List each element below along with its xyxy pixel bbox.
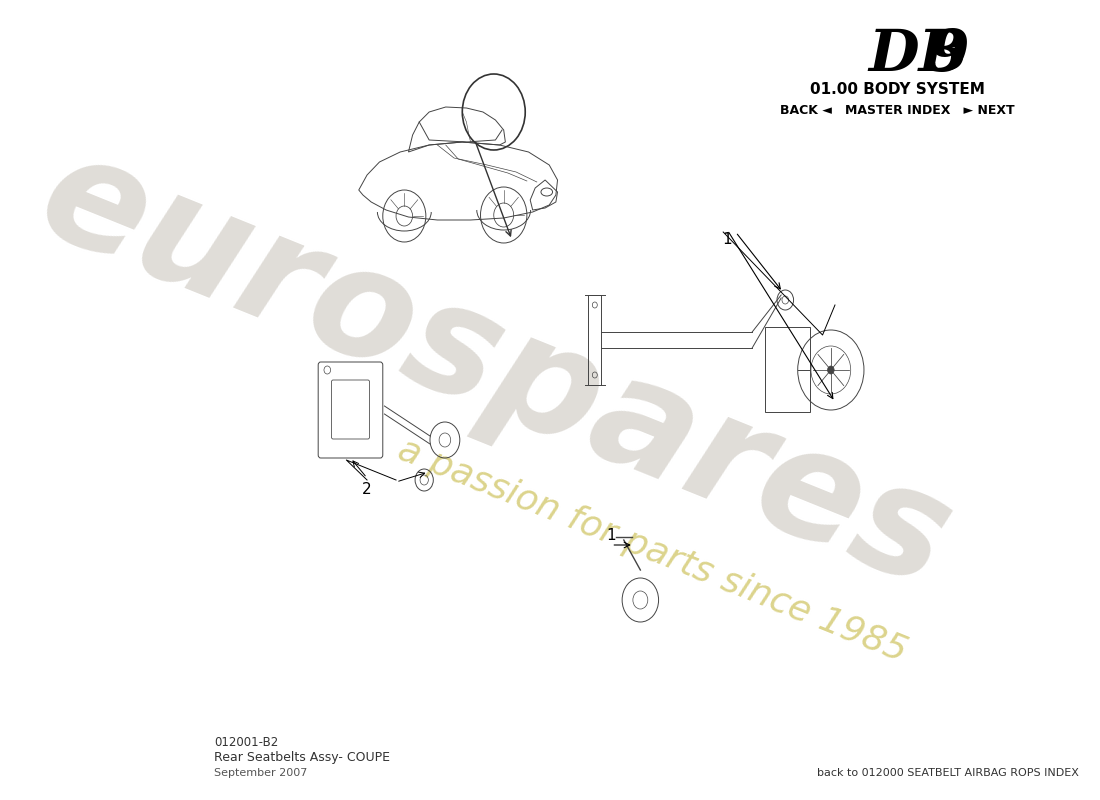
Text: 2: 2 xyxy=(362,482,372,498)
Text: 012001-B2: 012001-B2 xyxy=(213,735,278,749)
Text: BACK ◄   MASTER INDEX   ► NEXT: BACK ◄ MASTER INDEX ► NEXT xyxy=(780,105,1014,118)
Text: 9: 9 xyxy=(928,26,969,83)
Text: September 2007: September 2007 xyxy=(213,768,307,778)
Text: a passion for parts since 1985: a passion for parts since 1985 xyxy=(394,432,912,668)
Text: 1: 1 xyxy=(723,233,733,247)
Circle shape xyxy=(827,366,834,374)
Text: Rear Seatbelts Assy- COUPE: Rear Seatbelts Assy- COUPE xyxy=(213,751,389,765)
Text: eurospares: eurospares xyxy=(20,120,971,620)
Text: 1: 1 xyxy=(606,527,616,542)
Text: 01.00 BODY SYSTEM: 01.00 BODY SYSTEM xyxy=(810,82,984,98)
Text: back to 012000 SEATBELT AIRBAG ROPS INDEX: back to 012000 SEATBELT AIRBAG ROPS INDE… xyxy=(817,768,1079,778)
Text: DB: DB xyxy=(868,26,968,83)
